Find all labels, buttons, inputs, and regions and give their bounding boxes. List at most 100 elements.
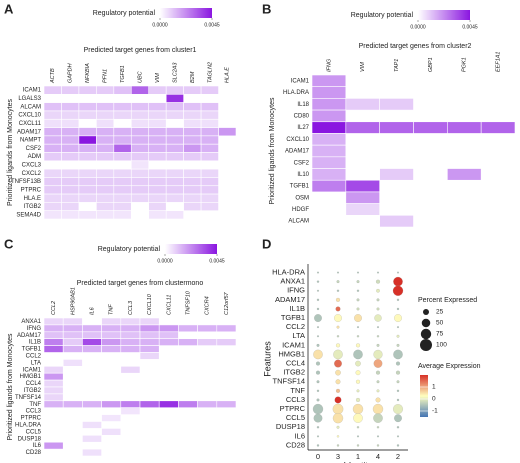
heatmap-cell	[113, 168, 132, 178]
heatmap-cell	[178, 324, 198, 333]
row-label: CCL3	[286, 395, 305, 404]
column-label: ACTB	[50, 68, 56, 84]
heatmap-cell	[183, 143, 202, 153]
heatmap-cell	[311, 74, 347, 87]
dot	[316, 307, 320, 311]
row-label: ITGB2	[24, 388, 42, 394]
heatmap-cell	[130, 85, 150, 95]
heatmap-cell	[130, 168, 150, 178]
heatmap-cell	[200, 127, 219, 137]
dot	[394, 314, 402, 322]
dot	[376, 335, 380, 338]
row-label: TNFSF13B	[11, 179, 41, 185]
heatmap-cell	[183, 102, 202, 112]
heatmap-cell	[139, 400, 160, 408]
heatmap-cell	[113, 127, 132, 137]
heatmap-cell	[311, 179, 347, 193]
dot	[397, 326, 399, 329]
heatmap-cell	[165, 210, 184, 220]
heatmap-cell	[183, 135, 202, 145]
dot	[316, 380, 320, 384]
heatmap-cell	[148, 168, 167, 178]
column-label: B2M	[190, 71, 196, 83]
column-label: TNFSF10	[185, 290, 191, 315]
row-label: HMGB1	[278, 349, 305, 358]
row-label: CD28	[286, 440, 305, 449]
heatmap-cell	[96, 193, 115, 203]
heatmap-cell	[379, 98, 414, 111]
heatmap-cell	[43, 118, 62, 128]
heatmap-cell	[43, 441, 64, 450]
dot	[376, 288, 380, 293]
heatmap-cell	[165, 193, 184, 203]
dot	[334, 359, 342, 368]
color-legend-title: Average Expression	[418, 363, 481, 370]
dot	[396, 444, 400, 447]
colorbar-tick-label: 1	[432, 384, 436, 391]
heatmap-cell	[43, 135, 62, 145]
heatmap-cell	[113, 110, 132, 120]
row-label: CXCL10	[286, 137, 309, 143]
column-label: CXCR4	[205, 296, 211, 315]
dot	[335, 379, 341, 385]
row-label: ICAM1	[23, 367, 42, 373]
heatmap-cell	[148, 152, 167, 162]
colorbar-tick-label: 0.0045	[209, 258, 225, 264]
dot	[336, 388, 340, 393]
heatmap-cell	[183, 118, 202, 128]
heatmap-cell	[62, 400, 83, 408]
dot	[377, 271, 379, 274]
dot	[396, 298, 400, 301]
heatmap-cell	[43, 210, 62, 220]
row-label: IFNG	[27, 326, 42, 332]
dot	[356, 307, 360, 311]
heatmap-cell	[62, 359, 83, 367]
dot	[335, 369, 341, 376]
heatmap-cell	[82, 338, 102, 346]
dot	[336, 343, 340, 348]
heatmap-cell	[96, 127, 115, 137]
heatmap-cell	[43, 317, 64, 326]
dot	[396, 398, 400, 402]
heatmap-cell	[200, 177, 219, 187]
heatmap-cell	[62, 338, 83, 346]
heatmap-cell	[165, 127, 184, 137]
heatmap-cell	[96, 135, 115, 145]
dot	[356, 289, 360, 292]
dot	[396, 380, 400, 384]
heatmap-cell	[379, 168, 414, 181]
heatmap-cell	[61, 135, 80, 145]
heatmap-cell	[200, 110, 219, 120]
dot	[357, 271, 359, 274]
dot	[313, 349, 323, 360]
column-label: EEF1A1	[496, 52, 502, 72]
heatmap-cell	[113, 193, 132, 203]
column-label: TNF	[109, 304, 115, 315]
heatmap-cell	[113, 143, 132, 153]
row-label: ADAM17	[17, 333, 42, 339]
heatmap-cell	[113, 135, 132, 145]
heatmap-cell	[43, 365, 64, 374]
heatmap-cell	[130, 110, 150, 120]
column-label: TAP1	[394, 59, 400, 72]
heatmap-cell	[61, 185, 80, 195]
heatmap-cell	[130, 185, 150, 195]
dot	[336, 335, 340, 338]
row-label: TNFSF14	[15, 395, 42, 401]
column-label: TGFB1	[120, 65, 126, 83]
heatmap-cell	[165, 177, 184, 187]
dot	[377, 435, 379, 438]
heatmap-cell	[379, 121, 414, 134]
heatmap-cell	[120, 407, 141, 415]
heatmap-cell	[139, 338, 160, 346]
size-legend-label: 100	[436, 342, 447, 349]
colorbar-tick-label: -1	[432, 408, 438, 415]
column-label: UBC	[137, 71, 143, 83]
colorbar-tick-label: 0.0000	[157, 258, 173, 264]
row-label: CXCL11	[19, 121, 42, 127]
size-legend-title: Percent Expressed	[418, 297, 477, 304]
heatmap-cell	[78, 185, 97, 195]
heatmap-cell	[200, 152, 219, 162]
dot	[396, 361, 400, 366]
